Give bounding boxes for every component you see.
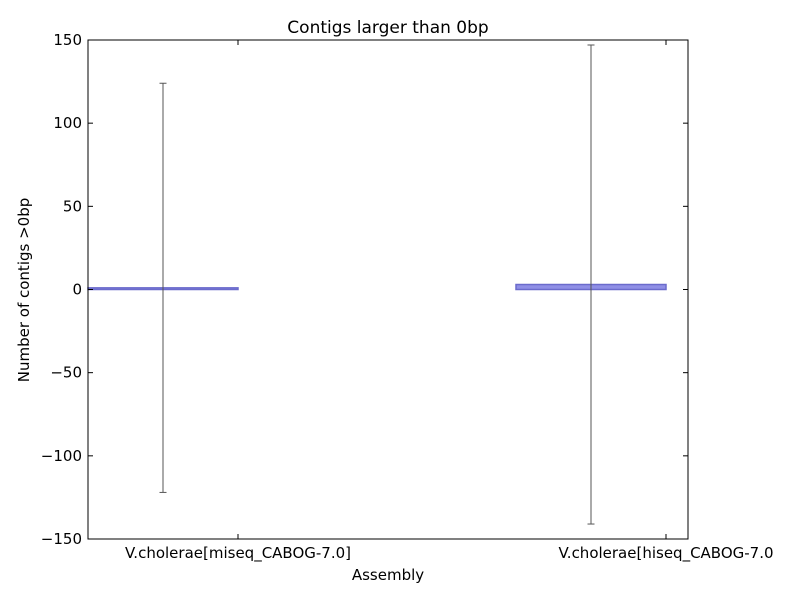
x-tick-label: V.cholerae[hiseq_CABOG-7.0 (558, 544, 773, 563)
y-tick-label: 100 (53, 114, 82, 132)
y-tick-label: 0 (72, 281, 82, 299)
x-tick-label: V.cholerae[miseq_CABOG-7.0] (125, 544, 351, 563)
y-tick-label: −50 (50, 364, 82, 382)
y-tick-label: −100 (41, 447, 82, 465)
x-axis-label: Assembly (352, 566, 424, 584)
y-tick-label: 50 (63, 197, 82, 215)
y-tick-label: −150 (41, 530, 82, 548)
plot-area: −150 −100 −50 0 50 100 150 V.cholerae[miseq_CAB… (41, 31, 774, 563)
y-axis-label: Number of contigs >0bp (15, 198, 33, 383)
y-tick-label: 150 (53, 31, 82, 49)
chart-title: Contigs larger than 0bp (287, 18, 488, 38)
